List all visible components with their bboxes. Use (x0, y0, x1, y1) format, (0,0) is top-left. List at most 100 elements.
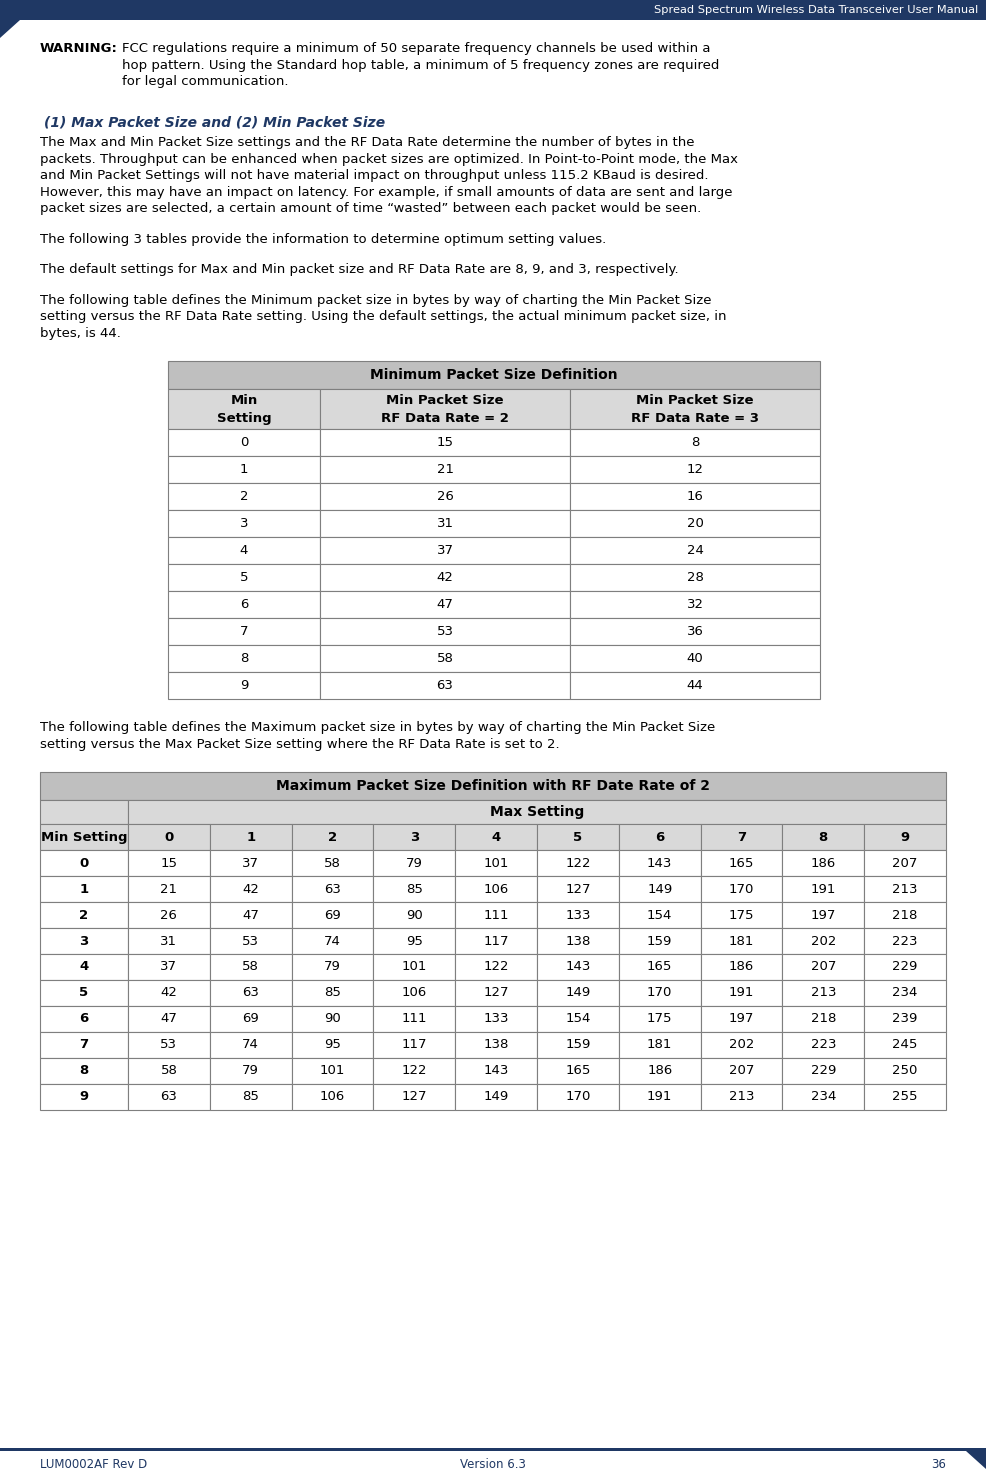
Text: 234: 234 (892, 986, 918, 999)
Bar (168, 672, 320, 699)
Text: 122: 122 (401, 1064, 427, 1077)
Bar (210, 1083, 292, 1110)
Text: 63: 63 (243, 986, 259, 999)
Text: 8: 8 (691, 436, 699, 450)
Bar (210, 929, 292, 954)
Bar (292, 902, 374, 929)
Text: 63: 63 (324, 883, 341, 896)
Bar (537, 954, 619, 980)
Text: 170: 170 (729, 883, 754, 896)
Bar (374, 980, 456, 1005)
Bar (456, 1032, 537, 1058)
Bar (292, 1005, 374, 1032)
Bar (210, 902, 292, 929)
Text: 191: 191 (810, 883, 836, 896)
Bar (701, 1083, 783, 1110)
Text: 207: 207 (892, 856, 918, 870)
Bar (292, 824, 374, 850)
Bar (619, 824, 701, 850)
Text: The following 3 tables provide the information to determine optimum setting valu: The following 3 tables provide the infor… (40, 233, 606, 246)
Text: 0: 0 (240, 436, 248, 450)
Bar (456, 1058, 537, 1083)
Text: 47: 47 (243, 908, 259, 921)
Text: and Min Packet Settings will not have material impact on throughput unless 115.2: and Min Packet Settings will not have ma… (40, 170, 709, 181)
Text: 0: 0 (165, 830, 174, 843)
Bar (570, 537, 820, 565)
Text: 2: 2 (80, 908, 89, 921)
Bar (320, 618, 570, 646)
Text: 32: 32 (686, 598, 703, 612)
Text: 12: 12 (686, 463, 703, 476)
Bar (864, 954, 946, 980)
Bar (570, 483, 820, 510)
Bar (128, 850, 210, 876)
Bar (210, 850, 292, 876)
Bar (701, 1032, 783, 1058)
Text: Min Packet Size: Min Packet Size (387, 394, 504, 407)
Bar (320, 429, 570, 455)
Bar (783, 850, 864, 876)
Bar (128, 929, 210, 954)
Bar (570, 618, 820, 646)
Text: 42: 42 (437, 570, 454, 584)
Text: 79: 79 (324, 961, 341, 973)
Text: 149: 149 (647, 883, 672, 896)
Text: 15: 15 (161, 856, 177, 870)
Bar (783, 1032, 864, 1058)
Text: 21: 21 (161, 883, 177, 896)
Text: 79: 79 (243, 1064, 259, 1077)
Bar (619, 902, 701, 929)
Bar (128, 824, 210, 850)
Text: The Max and Min Packet Size settings and the RF Data Rate determine the number o: The Max and Min Packet Size settings and… (40, 136, 694, 149)
Text: 53: 53 (243, 935, 259, 948)
Bar (0, 1447, 986, 1450)
Text: 58: 58 (161, 1064, 177, 1077)
Text: 101: 101 (319, 1064, 345, 1077)
Text: The following table defines the Minimum packet size in bytes by way of charting : The following table defines the Minimum … (40, 293, 712, 307)
Bar (128, 1058, 210, 1083)
Text: 85: 85 (243, 1091, 259, 1104)
Bar (864, 850, 946, 876)
Bar (570, 646, 820, 672)
Text: 117: 117 (401, 1039, 427, 1051)
Bar (168, 510, 320, 537)
Text: 154: 154 (565, 1013, 591, 1026)
Bar (320, 672, 570, 699)
Text: 90: 90 (406, 908, 423, 921)
Text: packets. Throughput can be enhanced when packet sizes are optimized. In Point-to: packets. Throughput can be enhanced when… (40, 152, 738, 165)
Bar (0, 0, 986, 21)
Text: 37: 37 (437, 544, 454, 557)
Text: 223: 223 (810, 1039, 836, 1051)
Text: 207: 207 (729, 1064, 754, 1077)
Bar (168, 537, 320, 565)
Text: 175: 175 (647, 1013, 672, 1026)
Bar (619, 1058, 701, 1083)
Bar (537, 929, 619, 954)
Text: 2: 2 (328, 830, 337, 843)
Text: 36: 36 (686, 625, 703, 638)
Text: 106: 106 (319, 1091, 345, 1104)
Text: Setting: Setting (217, 411, 271, 425)
Bar (374, 876, 456, 902)
Bar (783, 876, 864, 902)
Polygon shape (966, 1450, 986, 1470)
Text: 165: 165 (565, 1064, 591, 1077)
Bar (537, 902, 619, 929)
Text: However, this may have an impact on latency. For example, if small amounts of da: However, this may have an impact on late… (40, 186, 733, 199)
Text: 58: 58 (324, 856, 341, 870)
Bar (40, 876, 128, 902)
Bar (210, 1032, 292, 1058)
Text: 63: 63 (161, 1091, 177, 1104)
Bar (456, 850, 537, 876)
Text: 197: 197 (810, 908, 836, 921)
Text: 202: 202 (810, 935, 836, 948)
Text: 42: 42 (161, 986, 177, 999)
Text: 90: 90 (324, 1013, 341, 1026)
Bar (128, 876, 210, 902)
Text: RF Data Rate = 3: RF Data Rate = 3 (631, 411, 759, 425)
Text: 37: 37 (243, 856, 259, 870)
Bar (783, 1005, 864, 1032)
Bar (168, 361, 820, 389)
Text: 21: 21 (437, 463, 454, 476)
Bar (783, 980, 864, 1005)
